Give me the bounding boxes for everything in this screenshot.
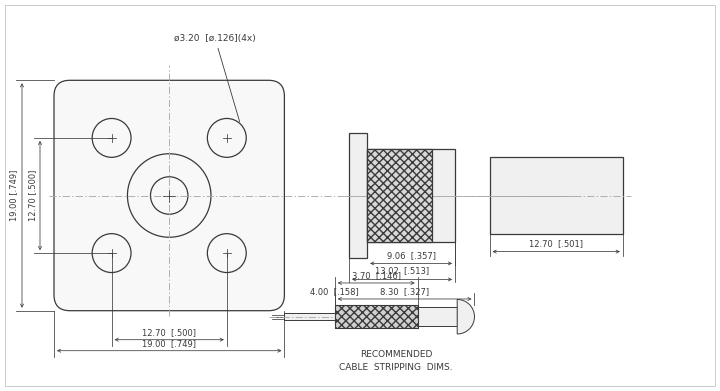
Text: 12.70  [.500]: 12.70 [.500] xyxy=(142,328,196,337)
Text: 8.30  [.327]: 8.30 [.327] xyxy=(380,287,429,296)
Text: 12.70  [.501]: 12.70 [.501] xyxy=(529,240,583,249)
Bar xyxy=(490,157,623,233)
Wedge shape xyxy=(457,300,474,334)
Bar xyxy=(367,149,432,242)
Text: ø3.20  [ø.126](4x): ø3.20 [ø.126](4x) xyxy=(174,34,256,122)
Bar xyxy=(349,133,367,258)
Text: 9.06  [.357]: 9.06 [.357] xyxy=(387,251,436,260)
FancyBboxPatch shape xyxy=(54,80,284,311)
Text: 13.02  [.513]: 13.02 [.513] xyxy=(375,266,429,275)
Text: 19.00  [.749]: 19.00 [.749] xyxy=(143,339,196,348)
Text: 19.00 [.749]: 19.00 [.749] xyxy=(9,170,18,221)
Text: RECOMMENDED
CABLE  STRIPPING  DIMS.: RECOMMENDED CABLE STRIPPING DIMS. xyxy=(339,350,453,372)
Bar xyxy=(418,307,457,326)
Bar xyxy=(367,149,455,242)
Bar xyxy=(335,305,418,328)
Text: 3.70  [.146]: 3.70 [.146] xyxy=(351,271,401,280)
Bar xyxy=(284,313,335,320)
Text: 12.70 [.500]: 12.70 [.500] xyxy=(28,170,37,221)
Text: 4.00  [.158]: 4.00 [.158] xyxy=(310,287,359,296)
